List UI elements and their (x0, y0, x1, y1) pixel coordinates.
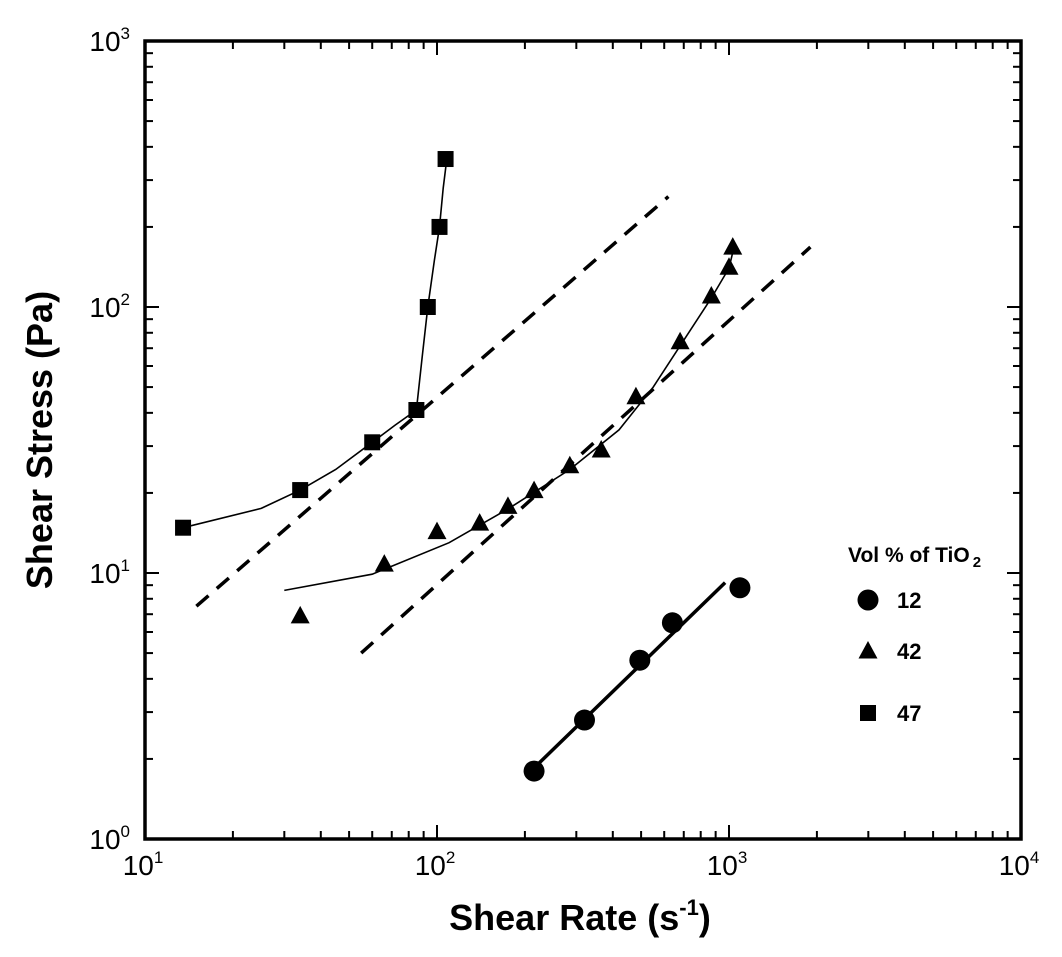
data-point-42 (560, 455, 580, 474)
x-axis: 101 102 103 104 (123, 41, 1040, 881)
legend-label-42: 42 (897, 639, 921, 664)
y-axis-title: Shear Stress (Pa) (19, 291, 60, 589)
data-point-42 (427, 521, 447, 540)
legend-label-47: 47 (897, 701, 921, 726)
legend-title: Vol % of TiO 2 (848, 544, 981, 571)
legend-marker-42 (858, 641, 878, 659)
legend-marker-12 (857, 589, 879, 611)
data-point-47 (431, 218, 448, 235)
data-point-47 (292, 482, 309, 499)
data-point-42 (670, 331, 690, 350)
y-axis: 100 101 102 103 (89, 24, 1021, 855)
data-point-12 (574, 709, 596, 731)
fit-lines (182, 158, 735, 770)
data-point-42 (723, 237, 743, 255)
data-point-42 (374, 554, 394, 572)
legend: Vol % of TiO 2 12 42 47 (848, 544, 981, 726)
data-point-42 (719, 257, 739, 275)
data-point-42 (290, 605, 310, 624)
legend-label-12: 12 (897, 588, 921, 613)
plot-frame (143, 39, 1023, 841)
data-point-42 (498, 496, 518, 514)
fit-line-47 (182, 158, 448, 529)
data-point-42 (591, 440, 611, 458)
y-tick-label: 101 (89, 556, 130, 589)
legend-marker-47 (860, 705, 876, 721)
data-point-12 (523, 760, 545, 782)
data-point-42 (524, 480, 544, 499)
data-point-12 (629, 649, 651, 671)
legend-items: 12 42 47 (857, 588, 921, 726)
y-tick-label: 103 (89, 24, 130, 57)
data-point-12 (661, 612, 683, 634)
data-points (175, 151, 751, 782)
reference-line-1 (195, 195, 670, 608)
x-tick-label: 104 (999, 848, 1040, 881)
x-tick-label: 101 (123, 848, 164, 881)
data-point-47 (408, 401, 425, 418)
x-axis-title: Shear Rate (s-1) (449, 895, 711, 938)
x-tick-label: 102 (415, 848, 456, 881)
data-point-12 (729, 577, 751, 599)
y-tick-label: 102 (89, 290, 130, 323)
data-point-42 (470, 513, 490, 531)
data-point-42 (701, 285, 721, 304)
fit-line-12 (532, 581, 727, 770)
reference-line-2 (360, 245, 812, 655)
data-point-47 (437, 151, 454, 168)
reference-lines (195, 195, 812, 655)
x-tick-label: 103 (707, 848, 748, 881)
data-point-47 (364, 434, 381, 451)
data-point-47 (175, 519, 192, 536)
data-point-42 (626, 386, 646, 405)
y-tick-label: 100 (89, 822, 130, 855)
fit-line-42 (284, 246, 735, 592)
data-point-47 (419, 299, 436, 315)
